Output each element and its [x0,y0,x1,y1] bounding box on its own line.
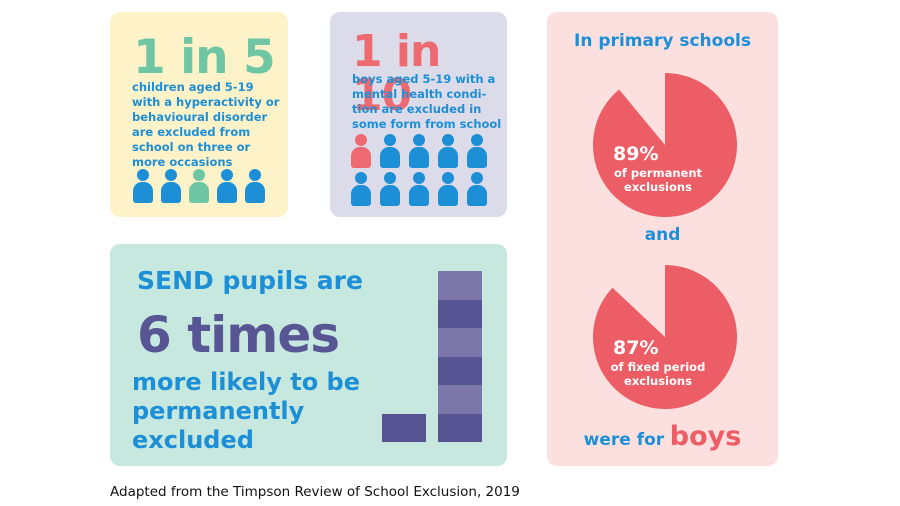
person-icon [189,169,209,203]
pie2-label: of fixed period exclusions [610,360,706,388]
footer-prefix: were for [583,430,665,450]
person-icon [217,169,237,203]
send-heading: SEND pupils are [137,266,363,295]
bar-segment [438,356,482,385]
source-caption: Adapted from the Timpson Review of Schoo… [110,484,520,500]
person-icon [133,169,153,203]
stat-description: children aged 5-19 with a hyperactivity … [132,80,280,169]
person-icon [351,172,371,206]
pie-slice [593,265,737,409]
bar-segment [438,271,482,300]
primary-schools-title: In primary schools [574,31,751,51]
pie-fixed-period-exclusions [593,265,737,409]
primary-schools-card: In primary schools 89% of permanent excl… [547,12,778,466]
person-icon [351,134,371,168]
pie2-percent: 87% [613,337,659,359]
pie-slice [593,73,737,218]
send-pupils-card: SEND pupils are 6 times more likely to b… [110,244,507,466]
person-icon [409,134,429,168]
pie1-label: of permanent exclusions [613,166,703,194]
six-times-heading: 6 times [137,306,340,364]
bar-segment [438,413,482,442]
person-icon [467,172,487,206]
bar-segment [438,328,482,357]
person-icon [161,169,181,203]
pie1-percent: 89% [613,143,659,165]
person-icon [409,172,429,206]
send-subtext: more likely to be permanently excluded [132,368,361,454]
stat-card-mental-health: 1 in 10 boys aged 5-19 with a mental hea… [330,12,507,217]
bar-segment [438,299,482,328]
person-icon [438,172,458,206]
and-connector: and [644,225,681,245]
person-icon [245,169,265,203]
person-icon [467,134,487,168]
person-icon [380,172,400,206]
footer-boys: boys [669,421,742,452]
stat-card-hyperactivity: 1 in 5 children aged 5-19 with a hyperac… [110,12,288,217]
bar-segment [438,385,482,414]
stat-1-in-5: 1 in 5 [133,30,276,85]
stat-description: boys aged 5-19 with a mental health cond… [352,72,502,131]
stat-1-in-10: 1 in 10 [352,26,441,121]
person-icon [380,134,400,168]
bar-send-baseline [382,413,426,442]
boys-footer: were for boys [547,421,778,452]
pie-permanent-exclusions [593,73,737,218]
person-icon [438,134,458,168]
